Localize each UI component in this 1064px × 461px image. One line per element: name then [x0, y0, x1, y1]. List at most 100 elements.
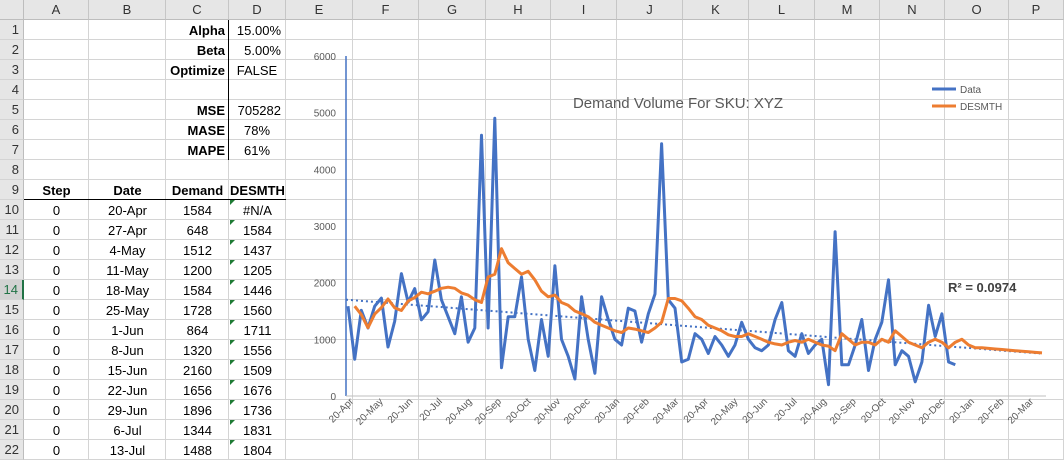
table-cell[interactable]: 1488 [183, 443, 212, 458]
column-header[interactable]: N [880, 0, 945, 20]
row-header[interactable]: 12 [0, 240, 24, 260]
table-cell[interactable]: 6-Jul [113, 423, 142, 438]
table-cell[interactable]: 0 [52, 223, 61, 238]
table-cell[interactable]: 0 [52, 443, 61, 458]
param-value[interactable]: FALSE [236, 63, 278, 78]
table-cell[interactable]: 2160 [183, 363, 212, 378]
column-header[interactable]: M [815, 0, 880, 20]
column-header[interactable]: D [229, 0, 286, 20]
desmth-cell[interactable]: 1556 [243, 343, 272, 358]
row-header[interactable]: 8 [0, 160, 24, 180]
column-header[interactable]: C [166, 0, 229, 20]
table-cell[interactable]: 1896 [183, 403, 212, 418]
column-header[interactable]: J [617, 0, 683, 20]
table-cell[interactable]: 1584 [183, 203, 212, 218]
row-header[interactable]: 9 [0, 180, 24, 200]
table-header[interactable]: Demand [171, 183, 224, 198]
row-header[interactable]: 10 [0, 200, 24, 220]
table-cell[interactable]: 1584 [183, 283, 212, 298]
row-header[interactable]: 21 [0, 420, 24, 440]
table-cell[interactable]: 648 [186, 223, 209, 238]
table-cell[interactable]: 864 [186, 323, 209, 338]
table-cell[interactable]: 1-Jun [111, 323, 144, 338]
column-header[interactable]: L [749, 0, 815, 20]
series-line-data[interactable] [346, 116, 956, 387]
desmth-cell[interactable]: 1804 [243, 443, 272, 458]
desmth-cell[interactable]: 1437 [243, 243, 272, 258]
column-header[interactable]: H [486, 0, 551, 20]
table-cell[interactable]: 1656 [183, 383, 212, 398]
row-header[interactable]: 17 [0, 340, 24, 360]
param-value[interactable]: 61% [243, 143, 271, 158]
desmth-cell[interactable]: 1560 [243, 303, 272, 318]
table-header[interactable]: Step [42, 183, 71, 198]
row-header[interactable]: 4 [0, 80, 24, 100]
desmth-cell[interactable]: 1584 [243, 223, 272, 238]
table-cell[interactable]: 18-May [105, 283, 150, 298]
table-cell[interactable]: 1728 [183, 303, 212, 318]
table-cell[interactable]: 4-May [109, 243, 146, 258]
table-cell[interactable]: 0 [52, 203, 61, 218]
row-header[interactable]: 16 [0, 320, 24, 340]
row-header[interactable]: 7 [0, 140, 24, 160]
table-cell[interactable]: 0 [52, 363, 61, 378]
column-header[interactable]: F [353, 0, 419, 20]
table-cell[interactable]: 20-Apr [107, 203, 148, 218]
column-header[interactable]: K [683, 0, 749, 20]
param-value[interactable]: 15.00% [236, 23, 281, 38]
table-cell[interactable]: 0 [52, 243, 61, 258]
desmth-cell[interactable]: 1711 [243, 323, 272, 338]
table-cell[interactable]: 0 [52, 323, 61, 338]
row-header[interactable]: 2 [0, 40, 24, 60]
table-header[interactable]: DESMTH [230, 183, 285, 198]
desmth-cell[interactable]: 1831 [243, 423, 272, 438]
series-line-desmth[interactable] [353, 247, 1043, 355]
param-value[interactable]: 5.00% [244, 43, 281, 58]
table-cell[interactable]: 0 [52, 263, 61, 278]
table-cell[interactable]: 0 [52, 303, 61, 318]
table-header[interactable]: Date [113, 183, 142, 198]
row-header[interactable]: 1 [0, 20, 24, 40]
table-cell[interactable]: 25-May [105, 303, 150, 318]
table-cell[interactable]: 0 [52, 383, 61, 398]
table-cell[interactable]: 27-Apr [107, 223, 148, 238]
row-header[interactable]: 6 [0, 120, 24, 140]
param-value[interactable]: 705282 [237, 103, 281, 118]
table-cell[interactable]: 11-May [106, 263, 149, 278]
table-cell[interactable]: 0 [52, 403, 61, 418]
table-cell[interactable]: 22-Jun [107, 383, 148, 398]
table-cell[interactable]: 0 [52, 423, 61, 438]
row-header[interactable]: 20 [0, 400, 24, 420]
desmth-cell[interactable]: 1446 [243, 283, 272, 298]
desmth-cell[interactable]: 1205 [243, 263, 272, 278]
table-cell[interactable]: 13-Jul [109, 443, 146, 458]
row-header[interactable]: 13 [0, 260, 24, 280]
column-header[interactable]: O [945, 0, 1009, 20]
table-cell[interactable]: 15-Jun [107, 363, 148, 378]
column-header[interactable]: A [24, 0, 89, 20]
desmth-cell[interactable]: 1509 [243, 363, 272, 378]
row-header[interactable]: 22 [0, 440, 24, 460]
row-header[interactable]: 14 [0, 280, 24, 300]
row-header[interactable]: 15 [0, 300, 24, 320]
column-header[interactable]: E [286, 0, 353, 20]
row-header[interactable]: 5 [0, 100, 24, 120]
table-cell[interactable]: 0 [52, 283, 61, 298]
column-header[interactable]: B [89, 0, 166, 20]
column-header[interactable]: I [551, 0, 617, 20]
row-header[interactable]: 3 [0, 60, 24, 80]
row-header[interactable]: 18 [0, 360, 24, 380]
desmth-cell[interactable]: #N/A [243, 203, 272, 218]
column-header[interactable]: P [1009, 0, 1064, 20]
table-cell[interactable]: 1200 [183, 263, 212, 278]
table-cell[interactable]: 1320 [183, 343, 212, 358]
table-cell[interactable]: 0 [52, 343, 61, 358]
param-value[interactable]: 78% [243, 123, 271, 138]
select-all-corner[interactable] [0, 0, 24, 20]
desmth-cell[interactable]: 1676 [243, 383, 272, 398]
table-cell[interactable]: 8-Jun [111, 343, 144, 358]
table-cell[interactable]: 1344 [183, 423, 212, 438]
row-header[interactable]: 19 [0, 380, 24, 400]
table-cell[interactable]: 29-Jun [107, 403, 148, 418]
